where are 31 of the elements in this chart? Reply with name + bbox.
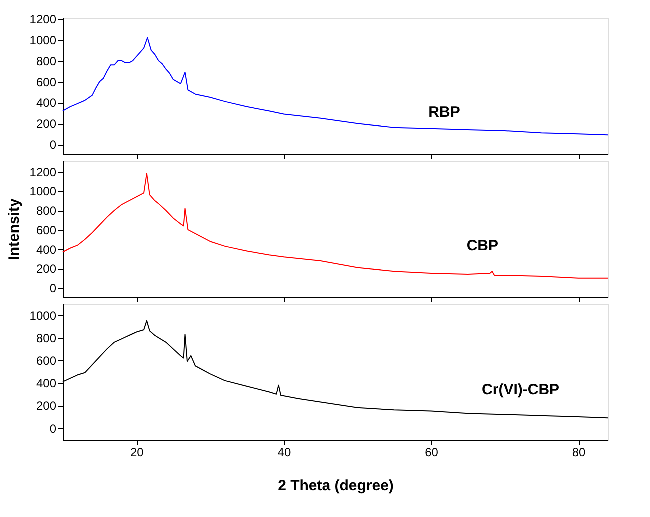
x-tick-label: 80 [572, 446, 586, 460]
y-tick-label: 1200 [30, 12, 57, 27]
y-tick-label: 1000 [30, 33, 57, 48]
y-tick-label: 0 [50, 282, 57, 296]
y-tick-label: 400 [36, 96, 57, 110]
y-tick-label: 800 [36, 331, 57, 346]
series-label: RBP [428, 104, 460, 121]
y-tick-label: 1200 [30, 165, 57, 180]
line-series [62, 37, 608, 136]
y-tick-label: 600 [36, 75, 57, 90]
y-tick-label: 400 [36, 376, 57, 391]
y-tick-label: 800 [36, 204, 57, 218]
y-tick-label: 1000 [30, 184, 57, 199]
y-tick-label: 1000 [30, 308, 57, 323]
y-tick-label: 0 [50, 422, 57, 436]
y-tick-label: 600 [36, 354, 57, 368]
x-tick-label: 20 [130, 446, 144, 460]
y-tick-label: 200 [36, 117, 57, 132]
y-axis-title: Intensity [6, 198, 23, 260]
series-label: CBP [466, 237, 498, 254]
x-tick-label: 40 [278, 446, 292, 460]
y-tick-label: 0 [50, 138, 57, 152]
y-tick-label: 400 [36, 242, 57, 257]
y-tick-label: 200 [36, 399, 57, 414]
y-tick-label: 800 [36, 54, 57, 68]
x-tick-label: 60 [425, 446, 439, 460]
y-tick-label: 600 [36, 223, 57, 238]
series-label: Cr(VI)-CBP [482, 382, 560, 399]
x-axis-title: 2 Theta (degree) [278, 478, 394, 494]
line-series [62, 173, 608, 279]
y-tick-label: 200 [36, 262, 57, 276]
